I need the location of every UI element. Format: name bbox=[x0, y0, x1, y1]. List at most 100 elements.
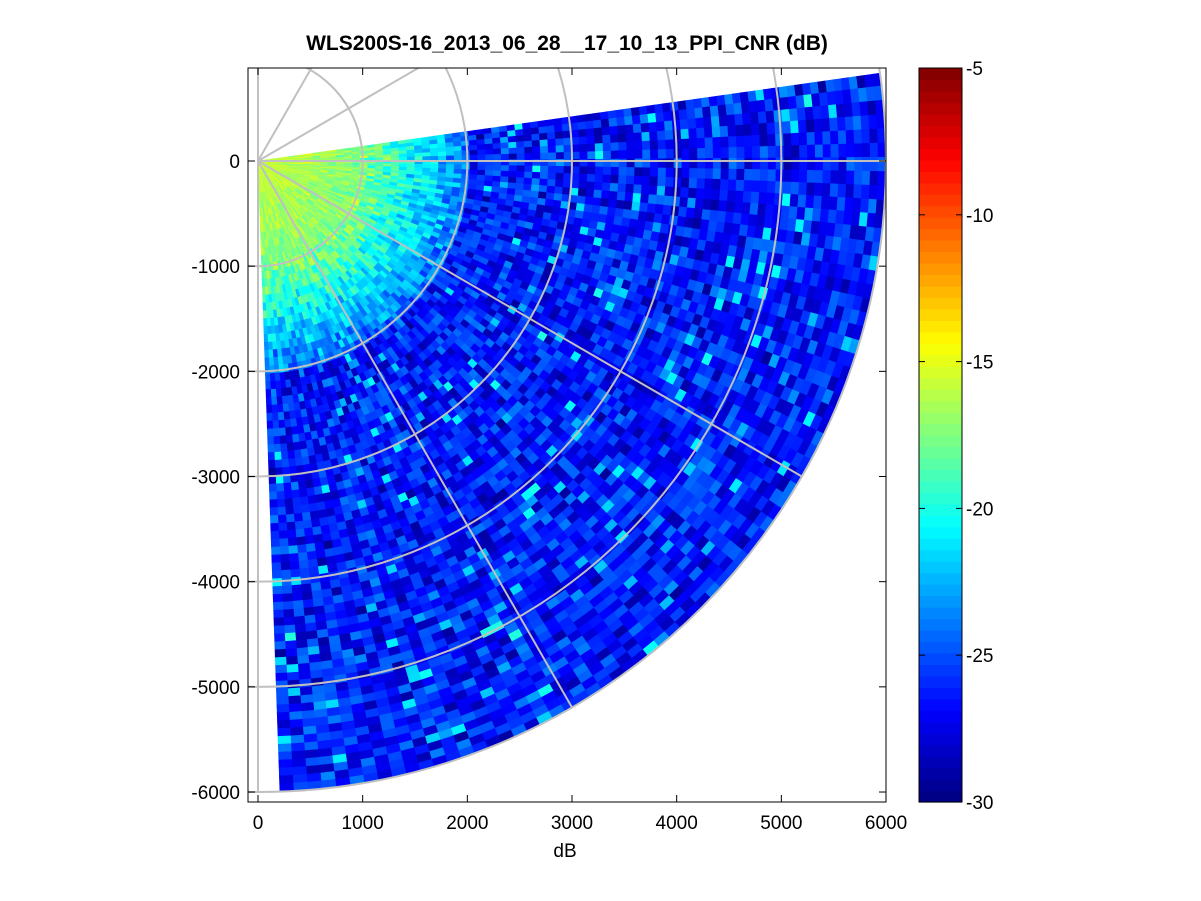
cnr-cell bbox=[286, 521, 297, 531]
cnr-cell bbox=[303, 733, 319, 744]
cnr-cell bbox=[278, 522, 288, 532]
cnr-cell bbox=[287, 687, 302, 697]
cnr-cell bbox=[283, 608, 295, 619]
cnr-cell bbox=[277, 735, 292, 745]
cnr-cell bbox=[574, 209, 585, 219]
cnr-cell bbox=[277, 506, 287, 516]
chart-title: WLS200S-16_2013_06_28__17_10_13_PPI_CNR … bbox=[306, 32, 828, 55]
cnr-cell bbox=[265, 373, 271, 383]
cnr-cell bbox=[273, 601, 285, 611]
cnr-cell bbox=[304, 741, 319, 752]
cnr-cell bbox=[288, 458, 297, 468]
cnr-cell bbox=[582, 210, 593, 221]
cnr-cell bbox=[296, 639, 309, 649]
cnr-cell bbox=[301, 702, 315, 712]
cnr-cell bbox=[290, 726, 305, 737]
cnr-cell bbox=[295, 528, 306, 538]
cnr-cell bbox=[298, 488, 309, 498]
cnr-cell bbox=[273, 443, 282, 453]
cnr-cell bbox=[282, 585, 293, 595]
cnr-cell bbox=[299, 496, 310, 506]
cnr-cell bbox=[291, 584, 303, 594]
cnr-cell bbox=[522, 189, 532, 197]
cnr-cell bbox=[270, 388, 278, 398]
cnr-cell bbox=[300, 694, 315, 704]
cnr-cell bbox=[277, 719, 291, 729]
cnr-cell bbox=[285, 648, 298, 658]
cnr-cell bbox=[599, 205, 609, 216]
cnr-cell bbox=[281, 569, 292, 579]
cnr-cell bbox=[266, 420, 274, 430]
cnr-cell bbox=[278, 514, 288, 524]
cnr-cell bbox=[275, 672, 289, 682]
cnr-cell bbox=[274, 451, 283, 461]
cnr-cell bbox=[282, 600, 295, 611]
cnr-cell bbox=[283, 482, 293, 492]
cnr-cell bbox=[530, 190, 540, 198]
cnr-cell bbox=[280, 443, 289, 453]
cnr-cell bbox=[297, 654, 310, 665]
cnr-cell bbox=[293, 512, 304, 523]
cnr-cell bbox=[275, 680, 289, 690]
cnr-cell bbox=[280, 450, 289, 461]
cnr-cell bbox=[284, 624, 297, 634]
cnr-cell bbox=[514, 188, 524, 196]
cnr-cell bbox=[614, 207, 625, 218]
cnr-cell bbox=[264, 357, 271, 367]
cnr-cell bbox=[285, 640, 298, 650]
cnr-cell bbox=[270, 522, 280, 532]
cnr-cell bbox=[279, 774, 295, 785]
cnr-cell bbox=[266, 428, 275, 438]
cnr-cell bbox=[277, 498, 287, 508]
cnr-cell bbox=[274, 641, 287, 651]
cnr-cell bbox=[284, 490, 294, 500]
cnr-cell bbox=[273, 435, 281, 445]
cnr-cell bbox=[300, 503, 311, 514]
cnr-cell bbox=[575, 202, 586, 212]
cnr-cell bbox=[271, 554, 282, 564]
cnr-cell bbox=[276, 696, 290, 706]
cnr-cell bbox=[290, 568, 302, 579]
cnr-cell bbox=[295, 631, 308, 641]
cnr-cell bbox=[277, 727, 292, 737]
cnr-cell bbox=[294, 623, 307, 634]
cnr-cell bbox=[288, 703, 303, 713]
cnr-cell bbox=[265, 389, 272, 398]
cnr-cell bbox=[296, 536, 307, 546]
cnr-cell bbox=[275, 664, 288, 674]
cnr-cell bbox=[304, 535, 316, 545]
cnr-cell bbox=[274, 633, 286, 643]
cnr-cell bbox=[303, 606, 316, 617]
cnr-cell bbox=[268, 483, 278, 493]
cnr-cell bbox=[301, 583, 313, 593]
cnr-cell bbox=[269, 491, 278, 501]
cnr-cell bbox=[270, 515, 280, 524]
cnr-cell bbox=[287, 450, 296, 460]
cnr-cell bbox=[292, 497, 302, 507]
plot-area bbox=[248, 68, 886, 793]
cnr-cell bbox=[297, 662, 311, 673]
cnr-cell bbox=[287, 671, 300, 682]
cnr-cell bbox=[292, 773, 309, 784]
cnr-cell bbox=[279, 435, 288, 445]
cnr-cell bbox=[299, 567, 311, 578]
cnr-cell bbox=[271, 396, 278, 406]
cnr-cell bbox=[303, 725, 318, 736]
cnr-cell bbox=[630, 209, 640, 220]
cnr-cell bbox=[292, 600, 305, 610]
cnr-cell bbox=[583, 203, 594, 213]
cnr-cell bbox=[266, 412, 274, 422]
cnr-cell bbox=[301, 709, 316, 720]
cnr-cell bbox=[306, 630, 319, 640]
cnr-cell bbox=[289, 560, 301, 571]
cnr-cell bbox=[293, 504, 303, 515]
cnr-cell bbox=[305, 542, 317, 553]
cnr-cell bbox=[304, 614, 317, 625]
cnr-cell bbox=[269, 507, 279, 517]
cnr-cell bbox=[267, 444, 276, 453]
cnr-cell bbox=[288, 545, 299, 555]
cnr-cell bbox=[276, 483, 285, 493]
cnr-cell bbox=[284, 498, 294, 508]
cnr-cell bbox=[506, 187, 516, 195]
cnr-cell bbox=[271, 546, 281, 556]
